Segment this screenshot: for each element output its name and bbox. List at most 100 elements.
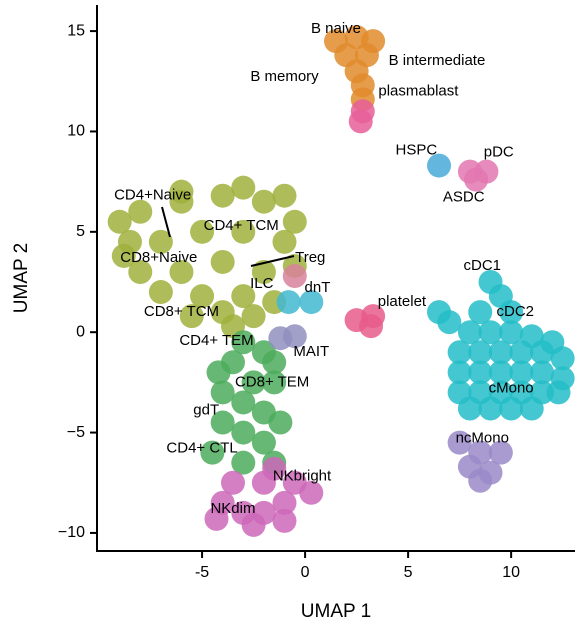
point bbox=[148, 280, 173, 305]
point bbox=[457, 396, 482, 421]
point bbox=[447, 360, 472, 385]
point bbox=[231, 330, 256, 355]
point bbox=[530, 360, 555, 385]
point bbox=[468, 468, 493, 493]
cluster-label: Treg bbox=[295, 249, 325, 266]
point bbox=[200, 440, 225, 465]
point bbox=[262, 456, 287, 481]
point bbox=[251, 430, 276, 455]
cluster-label: platelet bbox=[378, 293, 427, 310]
point bbox=[231, 219, 256, 244]
point bbox=[272, 490, 297, 515]
y-tick-label: 15 bbox=[67, 22, 85, 39]
y-tick-label: 0 bbox=[76, 323, 85, 340]
cluster-label: CD8+ TEM bbox=[235, 373, 309, 390]
point bbox=[128, 199, 153, 224]
cluster-label: CD4+ CTL bbox=[166, 440, 237, 457]
point bbox=[282, 324, 307, 349]
point bbox=[299, 290, 324, 315]
point bbox=[241, 512, 266, 537]
point bbox=[427, 300, 452, 325]
cluster-label: NKbright bbox=[273, 468, 332, 485]
cluster-label: ncMono bbox=[456, 430, 509, 447]
point bbox=[148, 229, 173, 254]
point bbox=[468, 360, 493, 385]
points-layer bbox=[107, 25, 575, 537]
point bbox=[220, 470, 245, 495]
point bbox=[204, 506, 229, 531]
point bbox=[478, 320, 503, 345]
point bbox=[457, 320, 482, 345]
point bbox=[111, 243, 136, 268]
point bbox=[241, 304, 266, 329]
point bbox=[499, 320, 524, 345]
y-tick-label: −5 bbox=[67, 424, 85, 441]
point bbox=[550, 346, 575, 371]
cluster-label: B intermediate bbox=[389, 52, 486, 69]
cluster-label: ASDC bbox=[443, 189, 485, 206]
x-tick-label: 10 bbox=[502, 564, 520, 581]
point bbox=[546, 380, 571, 405]
y-tick-label: −10 bbox=[58, 524, 85, 541]
point bbox=[231, 284, 256, 309]
point bbox=[464, 167, 489, 192]
point bbox=[210, 183, 235, 208]
point bbox=[478, 396, 503, 421]
cluster-label: B naive bbox=[311, 20, 361, 37]
point bbox=[468, 340, 493, 365]
point bbox=[499, 396, 524, 421]
point bbox=[276, 290, 301, 315]
x-axis-title: UMAP 1 bbox=[301, 601, 371, 622]
point bbox=[499, 300, 524, 325]
cluster-label: CD8+Naive bbox=[120, 249, 197, 266]
point bbox=[509, 360, 534, 385]
cluster-label: dnT bbox=[305, 279, 331, 296]
cluster-label: CD4+ TCM bbox=[204, 217, 279, 234]
point bbox=[128, 259, 153, 284]
point bbox=[190, 284, 215, 309]
point bbox=[488, 440, 513, 465]
point bbox=[272, 229, 297, 254]
point bbox=[519, 396, 544, 421]
cluster-label: CD4+Naive bbox=[114, 187, 191, 204]
point bbox=[530, 340, 555, 365]
cluster-label: CD4+ TEM bbox=[179, 332, 253, 349]
point bbox=[231, 420, 256, 445]
point bbox=[241, 370, 266, 395]
point bbox=[231, 390, 256, 415]
cluster-label: plasmablast bbox=[378, 82, 459, 99]
point bbox=[231, 450, 256, 475]
point bbox=[262, 350, 287, 375]
x-tick-label: -5 bbox=[195, 564, 209, 581]
point bbox=[262, 370, 287, 395]
point bbox=[282, 263, 307, 288]
cluster-label: NKdim bbox=[210, 500, 255, 517]
cluster-label: cMono bbox=[489, 379, 534, 396]
point bbox=[251, 259, 276, 284]
point bbox=[231, 175, 256, 200]
y-axis-title: UMAP 2 bbox=[11, 243, 32, 313]
point bbox=[359, 314, 384, 339]
point bbox=[179, 304, 204, 329]
cluster-label: CD8+ TCM bbox=[144, 303, 219, 320]
point bbox=[210, 380, 235, 405]
cluster-label: HSPC bbox=[396, 142, 438, 159]
point bbox=[210, 249, 235, 274]
cluster-label: gdT bbox=[193, 401, 219, 418]
point bbox=[488, 340, 513, 365]
point bbox=[509, 340, 534, 365]
point bbox=[447, 340, 472, 365]
point bbox=[427, 153, 452, 178]
point bbox=[251, 189, 276, 214]
point bbox=[468, 300, 493, 325]
cluster-label: MAIT bbox=[293, 343, 329, 360]
x-tick-label: 0 bbox=[301, 564, 310, 581]
point bbox=[206, 360, 231, 385]
point bbox=[210, 410, 235, 435]
cluster-label: cDC1 bbox=[464, 257, 502, 274]
point bbox=[268, 410, 293, 435]
point bbox=[272, 508, 297, 533]
point bbox=[169, 259, 194, 284]
